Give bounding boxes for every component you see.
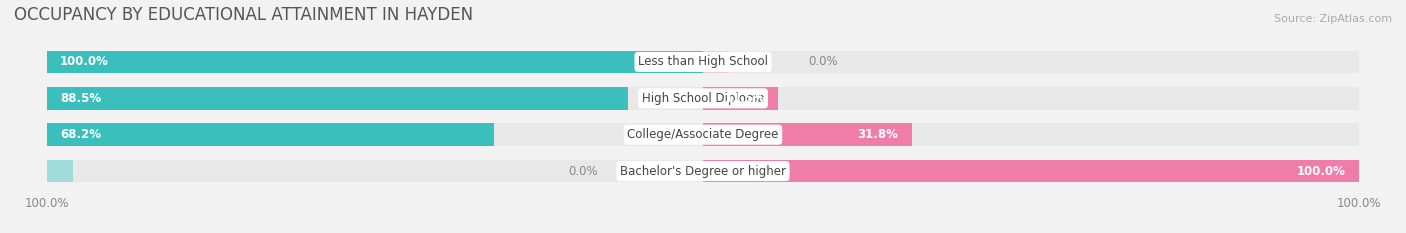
Text: 100.0%: 100.0% [60, 55, 108, 69]
Text: Less than High School: Less than High School [638, 55, 768, 69]
Text: OCCUPANCY BY EDUCATIONAL ATTAINMENT IN HAYDEN: OCCUPANCY BY EDUCATIONAL ATTAINMENT IN H… [14, 6, 474, 24]
Text: 11.5%: 11.5% [724, 92, 765, 105]
Bar [46, 160, 1360, 182]
Bar [46, 51, 1360, 73]
Bar [46, 123, 1360, 146]
Text: 0.0%: 0.0% [808, 55, 838, 69]
Text: Bachelor's Degree or higher: Bachelor's Degree or higher [620, 164, 786, 178]
Bar [46, 123, 495, 146]
Text: 88.5%: 88.5% [60, 92, 101, 105]
Bar [703, 51, 730, 73]
Text: College/Associate Degree: College/Associate Degree [627, 128, 779, 141]
Bar [703, 160, 1360, 182]
Bar [46, 87, 627, 110]
Bar [46, 51, 703, 73]
Text: 100.0%: 100.0% [1298, 164, 1346, 178]
Text: Source: ZipAtlas.com: Source: ZipAtlas.com [1274, 14, 1392, 24]
Text: 68.2%: 68.2% [60, 128, 101, 141]
Bar [46, 87, 1360, 110]
Text: 31.8%: 31.8% [858, 128, 898, 141]
Text: 0.0%: 0.0% [568, 164, 598, 178]
Bar [703, 123, 911, 146]
Bar [703, 87, 779, 110]
Bar [46, 160, 73, 182]
Text: High School Diploma: High School Diploma [641, 92, 765, 105]
